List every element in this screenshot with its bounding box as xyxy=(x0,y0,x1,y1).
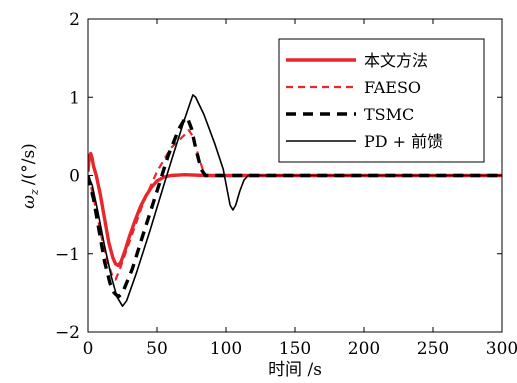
svg-text:ωz/(°/s): ωz /(°/s) xyxy=(19,143,41,209)
series-line-4 xyxy=(88,94,502,307)
y-tick-label: 2 xyxy=(69,10,80,30)
x-tick-label: 50 xyxy=(146,339,168,359)
series-line-1 xyxy=(88,151,502,268)
x-tick-label: 150 xyxy=(279,339,311,359)
y-axis-symbol: ω xyxy=(19,195,39,209)
series-layer xyxy=(88,94,502,307)
legend: 本文方法 FAESO TSMC PD + 前馈 xyxy=(278,38,485,163)
y-tick-label: 1 xyxy=(69,88,80,108)
x-tick-label: 250 xyxy=(417,339,449,359)
legend-label-2: FAESO xyxy=(364,78,421,97)
x-tick-label: 0 xyxy=(83,339,94,359)
x-axis-title: 时间 /s xyxy=(268,360,322,380)
legend-label-4: PD + 前馈 xyxy=(364,132,443,151)
ticks-layer: 0 50 100 150 200 250 300 −2 −1 0 1 2 xyxy=(55,10,517,359)
y-axis-title: ωz /(°/s) xyxy=(19,143,41,209)
x-tick-label: 300 xyxy=(486,339,517,359)
legend-label-3: TSMC xyxy=(364,105,414,124)
series-line-3 xyxy=(88,115,502,299)
y-axis-unit: /(°/s) xyxy=(19,143,39,185)
x-tick-label: 100 xyxy=(210,339,242,359)
y-tick-label: 0 xyxy=(69,167,80,187)
legend-label-1: 本文方法 xyxy=(364,51,428,70)
y-tick-label: −2 xyxy=(55,323,80,343)
y-axis-subscript: z xyxy=(28,189,41,196)
y-tick-label: −1 xyxy=(55,245,80,265)
x-tick-label: 200 xyxy=(348,339,380,359)
